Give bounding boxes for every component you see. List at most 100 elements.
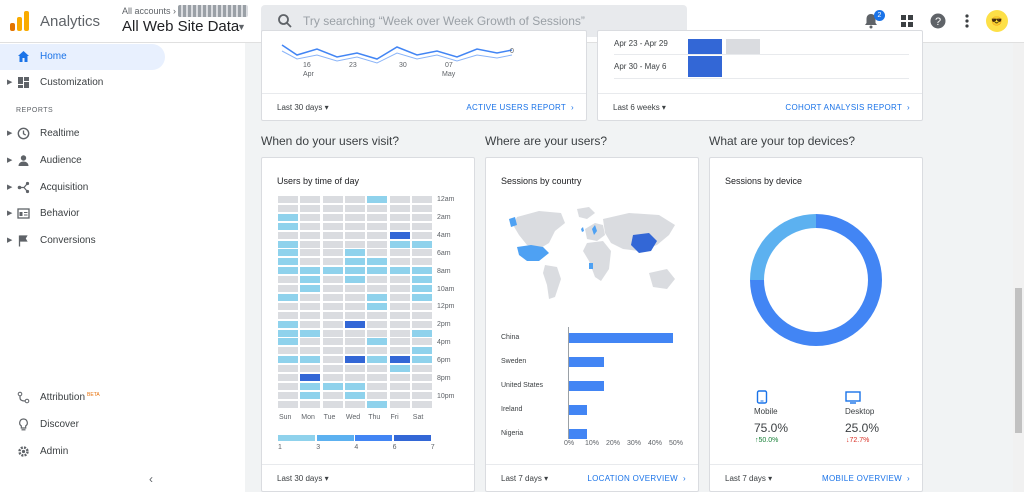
heatmap-cell xyxy=(278,347,298,355)
sidebar-item-acquisition[interactable]: ▶ Acquisition xyxy=(0,175,165,201)
apps-grid-icon[interactable] xyxy=(898,12,916,30)
heatmap-cell xyxy=(344,196,365,203)
sidebar-item-audience[interactable]: ▶ Audience xyxy=(0,148,165,174)
date-range-dropdown[interactable]: Last 30 days ▾ xyxy=(277,103,329,112)
heatmap-cell xyxy=(389,382,410,390)
heatmap-cell xyxy=(344,320,365,328)
heatmap-cell xyxy=(278,231,298,239)
heatmap-cell xyxy=(300,320,321,328)
caret-down-icon[interactable]: ▼ xyxy=(237,22,246,32)
heatmap-cell xyxy=(411,347,432,355)
heatmap-cell xyxy=(411,338,432,346)
heatmap-cell xyxy=(367,400,388,408)
country-bar[interactable] xyxy=(568,357,604,367)
lightbulb-icon xyxy=(19,418,28,431)
x-tick: 23 xyxy=(349,62,357,69)
mobile-percent: 75.0% xyxy=(754,421,789,435)
heatmap-cell xyxy=(411,276,432,284)
heatmap-cell xyxy=(389,249,410,257)
cohort-card: Apr 23 - Apr 29 Apr 30 - May 6 Last 6 we… xyxy=(597,30,923,121)
date-range-dropdown[interactable]: Last 7 days ▾ xyxy=(501,474,549,483)
link-label: COHORT ANALYSIS REPORT xyxy=(785,103,902,112)
heatmap-cell xyxy=(389,365,410,373)
date-range-dropdown[interactable]: Last 6 weeks ▾ xyxy=(613,103,666,112)
heatmap-cell xyxy=(278,302,298,310)
country-bar[interactable] xyxy=(568,381,604,391)
heatmap-cell xyxy=(367,204,388,212)
country-bar[interactable] xyxy=(568,405,587,415)
analytics-logo-icon[interactable] xyxy=(10,11,30,31)
mobile-overview-link[interactable]: MOBILE OVERVIEW › xyxy=(822,474,910,483)
help-icon[interactable]: ? xyxy=(929,12,947,30)
sidebar-item-behavior[interactable]: ▶ Behavior xyxy=(0,201,165,227)
x-tick: May xyxy=(442,71,456,78)
scrollbar-thumb[interactable] xyxy=(1015,288,1022,433)
heatmap-cell xyxy=(411,222,432,230)
hour-label: 6pm xyxy=(437,357,451,365)
avatar[interactable]: 😎 xyxy=(986,10,1008,32)
heatmap-cell xyxy=(300,258,321,266)
collapse-sidebar-icon[interactable]: ‹ xyxy=(149,472,153,486)
heatmap-cell xyxy=(300,365,321,373)
heatmap-cell xyxy=(300,302,321,310)
country-bar[interactable] xyxy=(568,333,673,343)
active-users-sparkline xyxy=(281,44,513,64)
location-overview-link[interactable]: LOCATION OVERVIEW › xyxy=(587,474,686,483)
sidebar-item-realtime[interactable]: ▶ Realtime xyxy=(0,121,165,147)
heatmap-cell xyxy=(411,231,432,239)
hour-label: 8am xyxy=(437,267,451,275)
sidebar-item-conversions[interactable]: ▶ Conversions xyxy=(0,228,165,254)
heatmap-cell xyxy=(322,391,343,399)
donut-slice-desktop[interactable] xyxy=(750,214,816,280)
active-users-report-link[interactable]: ACTIVE USERS REPORT › xyxy=(466,103,574,112)
heatmap-cell xyxy=(278,276,298,284)
sessions-by-device-card: Sessions by device Last 7 days ▾ MOBILE … xyxy=(709,157,923,492)
heatmap-cell xyxy=(278,338,298,346)
day-label: Sun xyxy=(279,414,292,421)
country-bar[interactable] xyxy=(568,429,587,439)
day-label: Tue xyxy=(323,414,336,421)
heatmap-cell xyxy=(344,222,365,230)
scrollbar[interactable] xyxy=(1013,43,1024,492)
date-range-label: Last 30 days xyxy=(277,103,323,112)
australia-map xyxy=(649,269,675,289)
active-users-card: 16 Apr 23 30 07 May 0 Last 30 days ▾ ACT… xyxy=(261,30,587,121)
x-axis-line xyxy=(568,327,569,439)
sidebar-item-attribution[interactable]: Attribution BETA xyxy=(0,385,165,411)
heatmap-cell xyxy=(278,382,298,390)
heatmap-cell xyxy=(367,293,388,301)
home-icon xyxy=(18,51,29,62)
heatmap-cell xyxy=(367,347,388,355)
sidebar-item-discover[interactable]: Discover xyxy=(0,412,165,438)
heatmap-cell xyxy=(322,365,343,373)
hour-label: 10am xyxy=(437,285,455,293)
heatmap-cell xyxy=(389,400,410,408)
more-vert-icon[interactable] xyxy=(958,12,976,30)
heatmap-cell xyxy=(367,267,388,275)
heatmap-cell xyxy=(367,222,388,230)
heatmap-cell xyxy=(367,231,388,239)
cohort-cell xyxy=(688,56,722,77)
heatmap-cell xyxy=(411,267,432,275)
heatmap-cell xyxy=(278,311,298,319)
heatmap-cell xyxy=(300,400,321,408)
dashboard-icon xyxy=(18,77,29,88)
account-breadcrumb[interactable]: All accounts › xyxy=(122,6,177,16)
card-title: Sessions by country xyxy=(501,176,582,186)
heatmap-cell xyxy=(344,240,365,248)
sidebar-item-admin[interactable]: Admin xyxy=(0,439,165,465)
property-selector[interactable]: All Web Site Data xyxy=(122,18,240,35)
x-tick: 16 xyxy=(303,62,311,69)
date-range-dropdown[interactable]: Last 30 days ▾ xyxy=(277,474,329,483)
heatmap-cell xyxy=(344,276,365,284)
heatmap-cell xyxy=(344,231,365,239)
sidebar-item-customization[interactable]: ▶ Customization xyxy=(0,70,165,96)
heatmap-cell xyxy=(367,258,388,266)
date-range-dropdown[interactable]: Last 7 days ▾ xyxy=(725,474,773,483)
sidebar-item-label: Behavior xyxy=(40,208,80,219)
hour-label: 10pm xyxy=(437,392,455,400)
cohort-analysis-report-link[interactable]: COHORT ANALYSIS REPORT › xyxy=(785,103,910,112)
heatmap-cell xyxy=(300,276,321,284)
sidebar-item-home[interactable]: Home xyxy=(0,44,165,70)
heatmap-cell xyxy=(367,311,388,319)
